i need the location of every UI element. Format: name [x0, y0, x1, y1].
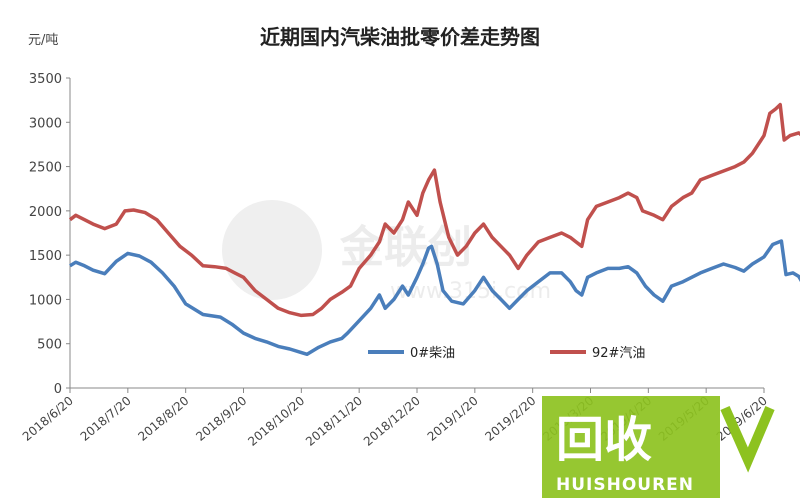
x-tick-label: 2018/7/20 [78, 394, 134, 444]
series-line-diesel [69, 239, 800, 357]
legend-label-diesel: 0#柴油 [410, 346, 455, 361]
x-tick-label: 2018/9/20 [193, 394, 249, 444]
series-line-gasoline [68, 102, 800, 318]
y-tick-label: 1500 [29, 249, 62, 264]
x-tick-label: 2018/11/20 [303, 394, 365, 449]
y-tick-label: 3500 [29, 72, 62, 87]
x-tick-label: 2019/2/20 [482, 394, 538, 444]
watermark: 金联创 www.315i.com [222, 200, 551, 304]
legend-label-gasoline: 92#汽油 [592, 346, 645, 361]
x-tick-label: 2018/8/20 [135, 394, 191, 444]
y-tick-label: 2500 [29, 161, 62, 176]
corner-logo-sub: HUISHOUREN [556, 475, 694, 495]
recycle-check-icon [720, 405, 775, 473]
legend: 0#柴油 92#汽油 [368, 346, 645, 361]
chart-title: 近期国内汽柴油批零价差走势图 [260, 25, 540, 49]
x-tick-label: 2018/6/20 [20, 394, 76, 444]
corner-logo-background [542, 396, 720, 498]
x-tick-label: 2018/10/20 [245, 394, 307, 449]
series-group [68, 102, 800, 357]
y-tick-label: 0 [54, 382, 62, 397]
corner-logo: 回收 HUISHOUREN [542, 396, 775, 498]
x-tick-label: 2018/12/20 [361, 394, 423, 449]
y-axis-ticks: 0 500 1000 1500 2000 2500 3000 3500 [29, 72, 70, 397]
watermark-logo-icon [222, 200, 322, 300]
x-tick-label: 2019/1/20 [425, 394, 481, 444]
corner-logo-text: 回收 [556, 412, 652, 468]
y-tick-label: 1000 [29, 293, 62, 308]
unit-label: 元/吨 [28, 33, 58, 48]
y-tick-label: 3000 [29, 116, 62, 131]
y-tick-label: 500 [37, 338, 62, 353]
y-tick-label: 2000 [29, 205, 62, 220]
